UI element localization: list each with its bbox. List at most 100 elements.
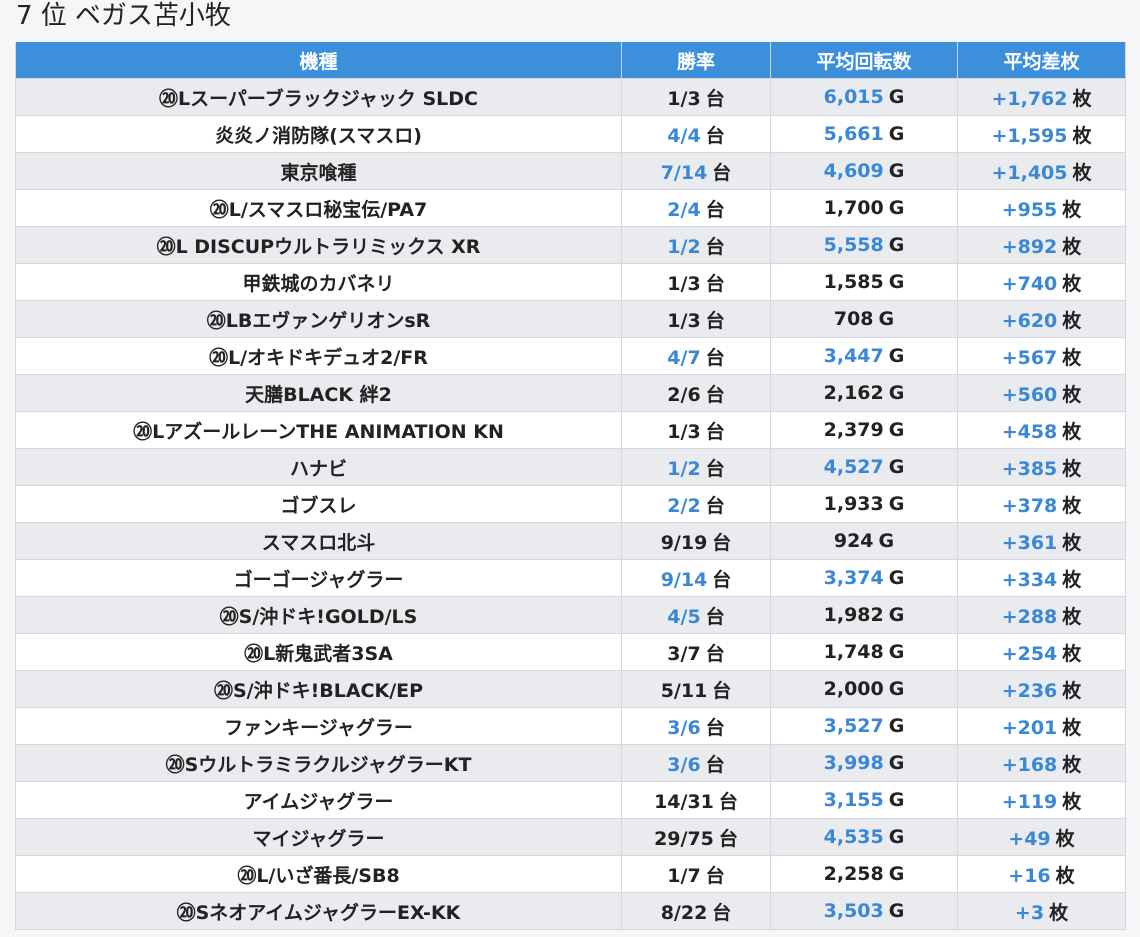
machine-name-cell[interactable]: ハナビ [15, 448, 622, 486]
table-row[interactable]: ⑳L/いざ番長/SB8 1/7 台 2,258 G +16 枚 [15, 855, 1126, 893]
table-row[interactable]: ⑳S/沖ドキ!BLACK/EP 5/11 台 2,000 G +236 枚 [15, 670, 1126, 708]
table-row[interactable]: 甲鉄城のカバネリ 1/3 台 1,585 G +740 枚 [15, 263, 1126, 301]
win-rate-value: 3/6 [667, 753, 701, 776]
machine-name-cell[interactable]: マイジャグラー [15, 818, 622, 856]
machine-name-cell[interactable]: ⑳S/沖ドキ!BLACK/EP [15, 670, 622, 708]
avg-diff-cell: +560 枚 [957, 374, 1126, 412]
machine-name-cell[interactable]: ゴーゴージャグラー [15, 559, 622, 597]
avg-spins-cell: 2,162 G [770, 374, 958, 412]
column-header-win-rate[interactable]: 勝率 [621, 42, 771, 79]
machine-name: ファンキージャグラー [224, 716, 413, 739]
table-row[interactable]: ⑳L/オキドキデュオ2/FR 4/7 台 3,447 G +567 枚 [15, 337, 1126, 375]
win-rate-cell: 7/14 台 [621, 152, 771, 190]
rank-label: 7 位 [16, 1, 67, 31]
avg-diff-unit: 枚 [1072, 124, 1092, 147]
machine-name-cell[interactable]: 天膳BLACK 絆2 [15, 374, 622, 412]
table-row[interactable]: ゴブスレ 2/2 台 1,933 G +378 枚 [15, 485, 1126, 523]
avg-spins-value: 1,748 [823, 641, 884, 663]
avg-diff-cell: +1,762 枚 [957, 78, 1126, 116]
avg-spins-value: 6,015 [823, 86, 884, 108]
win-rate-value: 29/75 [654, 827, 714, 850]
avg-diff-cell: +16 枚 [957, 855, 1126, 893]
table-row[interactable]: スマスロ北斗 9/19 台 924 G +361 枚 [15, 522, 1126, 560]
machine-name-cell[interactable]: ⑳L/オキドキデュオ2/FR [15, 337, 622, 375]
machine-name-cell[interactable]: ⑳S/沖ドキ!GOLD/LS [15, 596, 622, 634]
avg-diff-cell: +567 枚 [957, 337, 1126, 375]
table-row[interactable]: アイムジャグラー 14/31 台 3,155 G +119 枚 [15, 781, 1126, 819]
win-rate-cell: 2/4 台 [621, 189, 771, 227]
table-row[interactable]: ⑳L新鬼武者3SA 3/7 台 1,748 G +254 枚 [15, 633, 1126, 671]
machine-name-cell[interactable]: ファンキージャグラー [15, 707, 622, 745]
avg-spins-value: 3,374 [823, 567, 884, 589]
avg-diff-unit: 枚 [1062, 679, 1082, 702]
avg-spins-cell: 3,155 G [770, 781, 958, 819]
win-rate-cell: 1/3 台 [621, 300, 771, 338]
machine-name-cell[interactable]: アイムジャグラー [15, 781, 622, 819]
win-rate-unit: 台 [718, 827, 738, 850]
table-row[interactable]: ファンキージャグラー 3/6 台 3,527 G +201 枚 [15, 707, 1126, 745]
avg-spins-unit: G [888, 123, 905, 145]
table-row[interactable]: ⑳L/スマスロ秘宝伝/PA7 2/4 台 1,700 G +955 枚 [15, 189, 1126, 227]
machine-name-cell[interactable]: ⑳LアズールレーンTHE ANIMATION KN [15, 411, 622, 449]
avg-spins-unit: G [888, 493, 905, 515]
avg-diff-unit: 枚 [1062, 790, 1082, 813]
machine-name-cell[interactable]: ⑳SウルトラミラクルジャグラーKT [15, 744, 622, 782]
machine-name-cell[interactable]: ⑳L/スマスロ秘宝伝/PA7 [15, 189, 622, 227]
avg-diff-value: +567 [1001, 346, 1058, 369]
win-rate-cell: 5/11 台 [621, 670, 771, 708]
table-row[interactable]: ⑳S/沖ドキ!GOLD/LS 4/5 台 1,982 G +288 枚 [15, 596, 1126, 634]
machine-name: ⑳S/沖ドキ!BLACK/EP [213, 679, 424, 702]
table-row[interactable]: 天膳BLACK 絆2 2/6 台 2,162 G +560 枚 [15, 374, 1126, 412]
avg-diff-cell: +49 枚 [957, 818, 1126, 856]
store-name: ベガス苫小牧 [74, 1, 231, 31]
table-row[interactable]: ⑳Lスーパーブラックジャック SLDC 1/3 台 6,015 G +1,762 枚 [15, 78, 1126, 116]
table-row[interactable]: マイジャグラー 29/75 台 4,535 G +49 枚 [15, 818, 1126, 856]
table-row[interactable]: 炎炎ノ消防隊(スマスロ) 4/4 台 5,661 G +1,595 枚 [15, 115, 1126, 153]
avg-spins-cell: 924 G [770, 522, 958, 560]
machine-name-cell[interactable]: 甲鉄城のカバネリ [15, 263, 622, 301]
avg-diff-cell: +119 枚 [957, 781, 1126, 819]
table-row[interactable]: ゴーゴージャグラー 9/14 台 3,374 G +334 枚 [15, 559, 1126, 597]
machine-name-cell[interactable]: ⑳Lスーパーブラックジャック SLDC [15, 78, 622, 116]
machine-name-cell[interactable]: ⑳L/いざ番長/SB8 [15, 855, 622, 893]
win-rate-value: 2/6 [667, 383, 701, 406]
win-rate-unit: 台 [705, 346, 725, 369]
column-header-avg-diff[interactable]: 平均差枚 [957, 42, 1126, 79]
table-row[interactable]: ⑳L DISCUPウルトラリミックス XR 1/2 台 5,558 G +892 枚 [15, 226, 1126, 264]
machine-name-cell[interactable]: ⑳SネオアイムジャグラーEX-KK [15, 892, 622, 930]
avg-diff-unit: 枚 [1062, 605, 1082, 628]
machine-name-cell[interactable]: ⑳L新鬼武者3SA [15, 633, 622, 671]
win-rate-cell: 9/14 台 [621, 559, 771, 597]
table-row[interactable]: 東京喰種 7/14 台 4,609 G +1,405 枚 [15, 152, 1126, 190]
machine-name-cell[interactable]: 東京喰種 [15, 152, 622, 190]
machine-name-cell[interactable]: スマスロ北斗 [15, 522, 622, 560]
avg-spins-value: 1,700 [823, 197, 884, 219]
column-header-machine[interactable]: 機種 [15, 42, 622, 79]
machine-name-cell[interactable]: ⑳LBエヴァンゲリオンsR [15, 300, 622, 338]
table-row[interactable]: ⑳LBエヴァンゲリオンsR 1/3 台 708 G +620 枚 [15, 300, 1126, 338]
machine-name-cell[interactable]: ゴブスレ [15, 485, 622, 523]
avg-diff-value: +458 [1001, 420, 1058, 443]
avg-diff-unit: 枚 [1062, 494, 1082, 517]
avg-diff-value: +236 [1001, 679, 1058, 702]
table-row[interactable]: ⑳LアズールレーンTHE ANIMATION KN 1/3 台 2,379 G +458 枚 [15, 411, 1126, 449]
table-row[interactable]: ハナビ 1/2 台 4,527 G +385 枚 [15, 448, 1126, 486]
avg-spins-unit: G [888, 86, 905, 108]
win-rate-unit: 台 [705, 235, 725, 258]
machine-name: ゴーゴージャグラー [233, 568, 404, 591]
avg-spins-value: 4,609 [823, 160, 884, 182]
machine-name: ⑳L/スマスロ秘宝伝/PA7 [209, 198, 428, 221]
avg-diff-cell: +620 枚 [957, 300, 1126, 338]
column-header-avg-spins[interactable]: 平均回転数 [770, 42, 958, 79]
avg-spins-unit: G [888, 234, 905, 256]
avg-diff-value: +1,405 [991, 161, 1068, 184]
machine-name-cell[interactable]: 炎炎ノ消防隊(スマスロ) [15, 115, 622, 153]
machine-name: 東京喰種 [280, 161, 357, 184]
table-row[interactable]: ⑳SネオアイムジャグラーEX-KK 8/22 台 3,503 G +3 枚 [15, 892, 1126, 930]
win-rate-unit: 台 [705, 124, 725, 147]
avg-spins-unit: G [888, 604, 905, 626]
win-rate-cell: 1/2 台 [621, 226, 771, 264]
win-rate-cell: 3/6 台 [621, 744, 771, 782]
machine-name-cell[interactable]: ⑳L DISCUPウルトラリミックス XR [15, 226, 622, 264]
table-row[interactable]: ⑳SウルトラミラクルジャグラーKT 3/6 台 3,998 G +168 枚 [15, 744, 1126, 782]
